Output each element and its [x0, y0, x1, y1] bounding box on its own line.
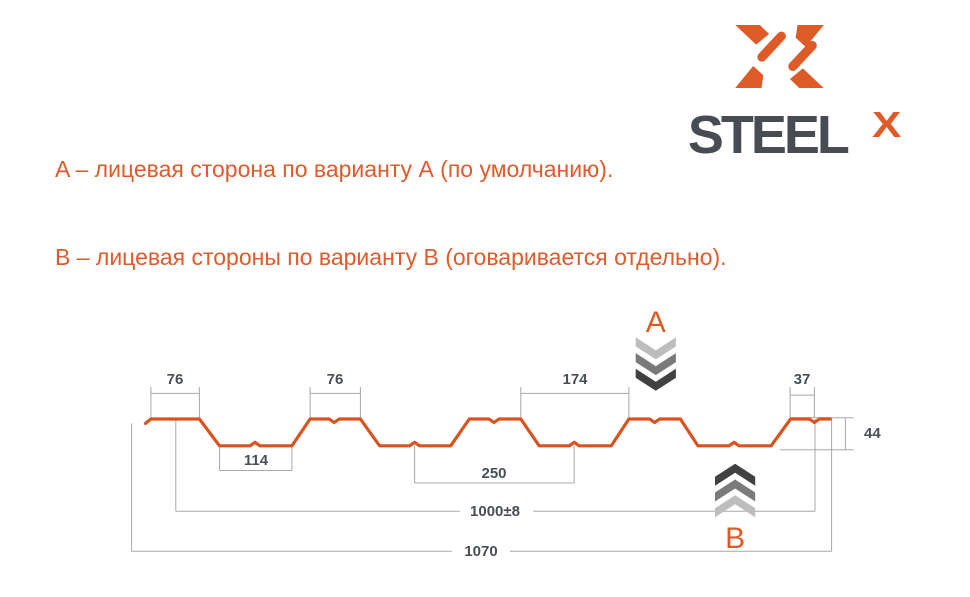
svg-text:1000±8: 1000±8 [470, 503, 520, 520]
svg-text:44: 44 [864, 425, 881, 442]
svg-text:A: A [646, 306, 666, 339]
svg-text:250: 250 [481, 465, 506, 482]
svg-text:114: 114 [244, 452, 269, 469]
svg-text:1070: 1070 [464, 543, 497, 560]
svg-text:B: B [725, 522, 745, 555]
svg-text:37: 37 [794, 371, 811, 388]
svg-text:76: 76 [327, 371, 344, 388]
svg-text:174: 174 [562, 371, 588, 388]
svg-text:76: 76 [167, 371, 184, 388]
